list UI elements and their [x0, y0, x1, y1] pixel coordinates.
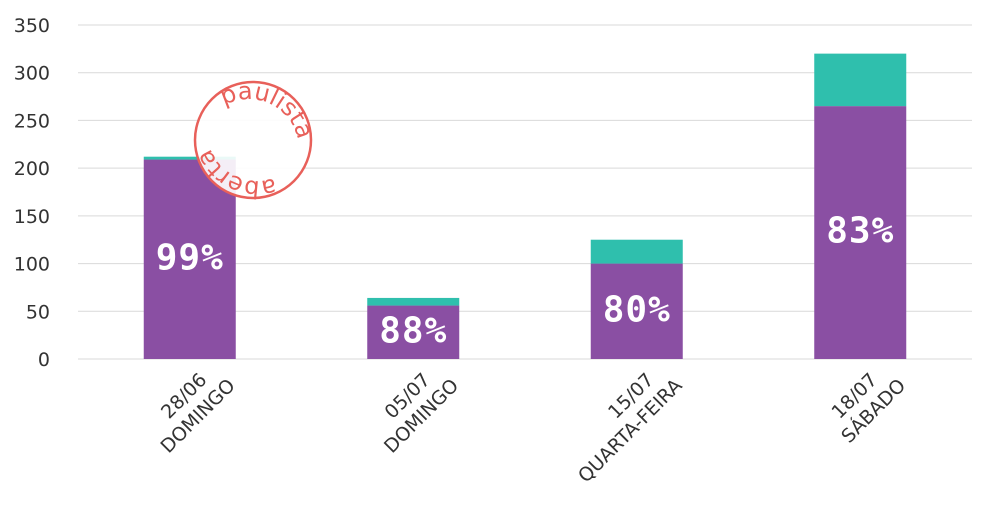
share-label: 88%	[379, 310, 447, 351]
y-tick-label: 150	[14, 206, 50, 228]
share-label: 99%	[156, 237, 224, 278]
bar-segment	[590, 263, 683, 359]
bar-segment	[367, 305, 460, 359]
y-tick-label: 350	[14, 15, 50, 37]
y-tick-label: 100	[14, 254, 50, 276]
bar-segment	[143, 156, 236, 160]
bar-segment	[143, 159, 236, 359]
y-tick-label: 50	[26, 301, 50, 323]
y-tick-label: 200	[14, 158, 50, 180]
bar-segment	[814, 53, 907, 107]
y-tick-label: 250	[14, 110, 50, 132]
share-label: 80%	[603, 289, 671, 330]
bar-segment	[814, 106, 907, 359]
x-tick-label: 28/06DOMINGO	[140, 358, 240, 458]
stamp-circle	[193, 80, 313, 200]
x-tick-label: 18/07SÁBADO	[820, 358, 910, 448]
x-tick-label: 05/07DOMINGO	[363, 358, 463, 458]
share-label: 83%	[826, 211, 894, 252]
x-tick-label: 15/07QUARTA-FEIRA	[557, 358, 687, 488]
bar-segment	[590, 239, 683, 264]
bar-segment	[367, 297, 460, 306]
y-tick-label: 0	[38, 349, 50, 371]
y-tick-label: 300	[14, 63, 50, 85]
